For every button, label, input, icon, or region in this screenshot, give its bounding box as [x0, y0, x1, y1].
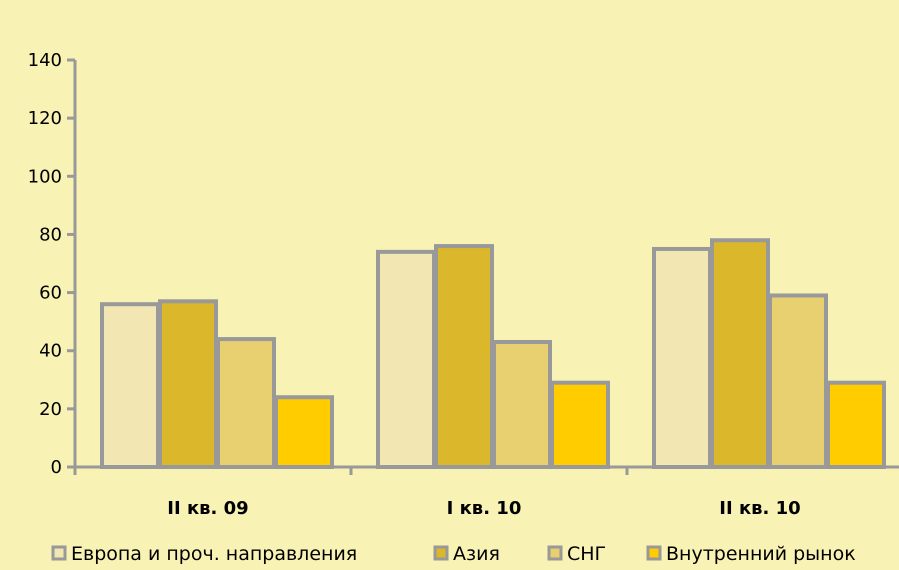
- y-tick-label: 40: [39, 341, 62, 362]
- y-tick-label: 80: [39, 224, 62, 245]
- bar: [158, 299, 218, 469]
- legend-item: Европа и проч. направления: [51, 543, 357, 565]
- legend-swatch: [547, 545, 563, 561]
- legend-swatch: [51, 545, 67, 561]
- y-tick-label: 140: [28, 50, 62, 71]
- legend: Европа и проч. направления Азия СНГ Внутрен…: [51, 543, 856, 565]
- y-tick-label: 120: [28, 108, 62, 129]
- legend-item: Внутренний рынок: [646, 543, 856, 565]
- legend-label: Европа и проч. направления: [71, 543, 357, 565]
- legend-item: Азия: [433, 543, 500, 565]
- bar: [550, 380, 610, 470]
- legend-label: СНГ: [567, 543, 606, 565]
- bar: [710, 238, 770, 469]
- x-tick-label: II кв. 10: [719, 498, 800, 519]
- legend-label: Азия: [453, 543, 500, 565]
- x-tick-label: I кв. 10: [447, 498, 522, 519]
- bar: [376, 249, 436, 469]
- bar: [100, 302, 160, 470]
- bar: [652, 246, 712, 469]
- x-tick-label: II кв. 09: [167, 498, 248, 519]
- legend-item: СНГ: [547, 543, 606, 565]
- y-tick-label: 60: [39, 283, 62, 304]
- bars: [100, 238, 886, 470]
- legend-label: Внутренний рынок: [666, 543, 856, 565]
- y-tick-label: 0: [51, 457, 62, 478]
- x-axis: II кв. 09 I кв. 10 II кв. 10: [73, 465, 899, 519]
- bar: [768, 293, 828, 469]
- y-tick-label: 100: [28, 166, 62, 187]
- bar: [826, 380, 886, 470]
- bar: [434, 244, 494, 469]
- y-tick-label: 20: [39, 399, 62, 420]
- legend-swatch: [433, 545, 449, 561]
- y-axis: 0 20 40 60 80 100 120 140: [28, 50, 77, 478]
- bar: [492, 339, 552, 469]
- legend-swatch: [646, 545, 662, 561]
- bar: [274, 395, 334, 470]
- bar: [216, 337, 276, 470]
